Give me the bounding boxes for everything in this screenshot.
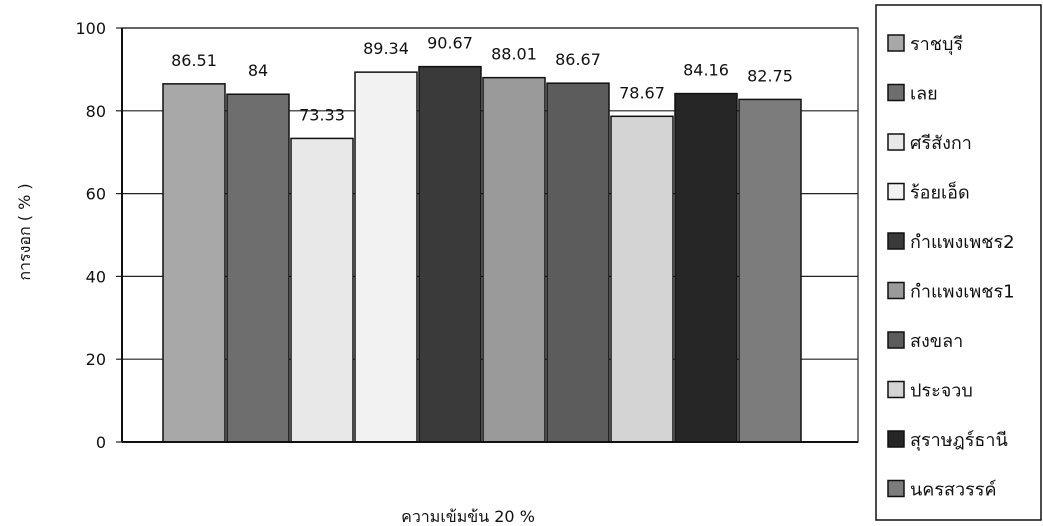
bar-8 [610,115,674,443]
legend-swatch [887,182,905,201]
data-label: 88.01 [491,45,537,64]
legend-label: ประจวบ [910,381,973,402]
bars [162,65,802,443]
legend-label: ราชบุรี [910,34,963,55]
legend-label: ศรีสังกา [910,133,972,154]
legend-swatch [887,331,905,349]
legend-swatch [887,281,905,300]
y-tick-label: 100 [75,19,106,38]
legend-label: กำแพงเพชร2 [910,232,1015,253]
y-tick-label: 40 [86,267,106,286]
bar-3 [290,137,354,443]
bar-6 [482,76,546,443]
legend-label: ร้อยเอ็ด [910,181,970,204]
legend-label: กำแพงเพชร1 [910,282,1015,303]
data-label: 73.33 [299,105,345,124]
bar-1 [162,83,226,443]
data-label: 86.67 [555,50,601,69]
data-label: 90.67 [427,34,473,53]
legend-swatch [887,430,905,448]
data-label: 82.75 [747,66,793,85]
bar-7 [546,82,610,443]
data-label: 86.51 [171,51,217,70]
y-tick-label: 0 [96,433,106,452]
bar-5 [418,65,482,443]
legend-swatch [887,34,905,52]
data-label: 89.34 [363,39,409,58]
legend-swatch [887,380,905,399]
legend-swatch [887,133,905,151]
legend-swatch [887,479,905,498]
y-tick-label: 60 [86,185,106,204]
y-tick-label: 80 [86,102,106,121]
axes: 0 20 40 60 80 100 [75,19,859,452]
legend-label: สุราษฎร์ธานี [910,430,1008,451]
bar-9 [674,92,738,443]
data-label: 84 [248,61,268,80]
x-axis-title: ความเข้มข้น 20 % [401,507,535,526]
data-label: 78.67 [619,83,665,102]
data-labels: 86.51 84 73.33 89.34 90.67 88.01 86.67 78.67 84.… [171,34,793,125]
legend-label: เลย [910,84,938,105]
legend-label: สงขลา [910,331,963,352]
y-tick-label: 20 [86,350,106,369]
legend-swatch [887,232,905,250]
bar-4 [354,71,418,443]
legend-swatch [887,83,905,102]
y-axis-title: การงอก ( % ) [15,183,34,280]
data-label: 84.16 [683,61,729,80]
bar-2 [226,93,290,443]
bar-10 [738,98,802,443]
legend-label: นครสวรรค์ [910,480,996,501]
